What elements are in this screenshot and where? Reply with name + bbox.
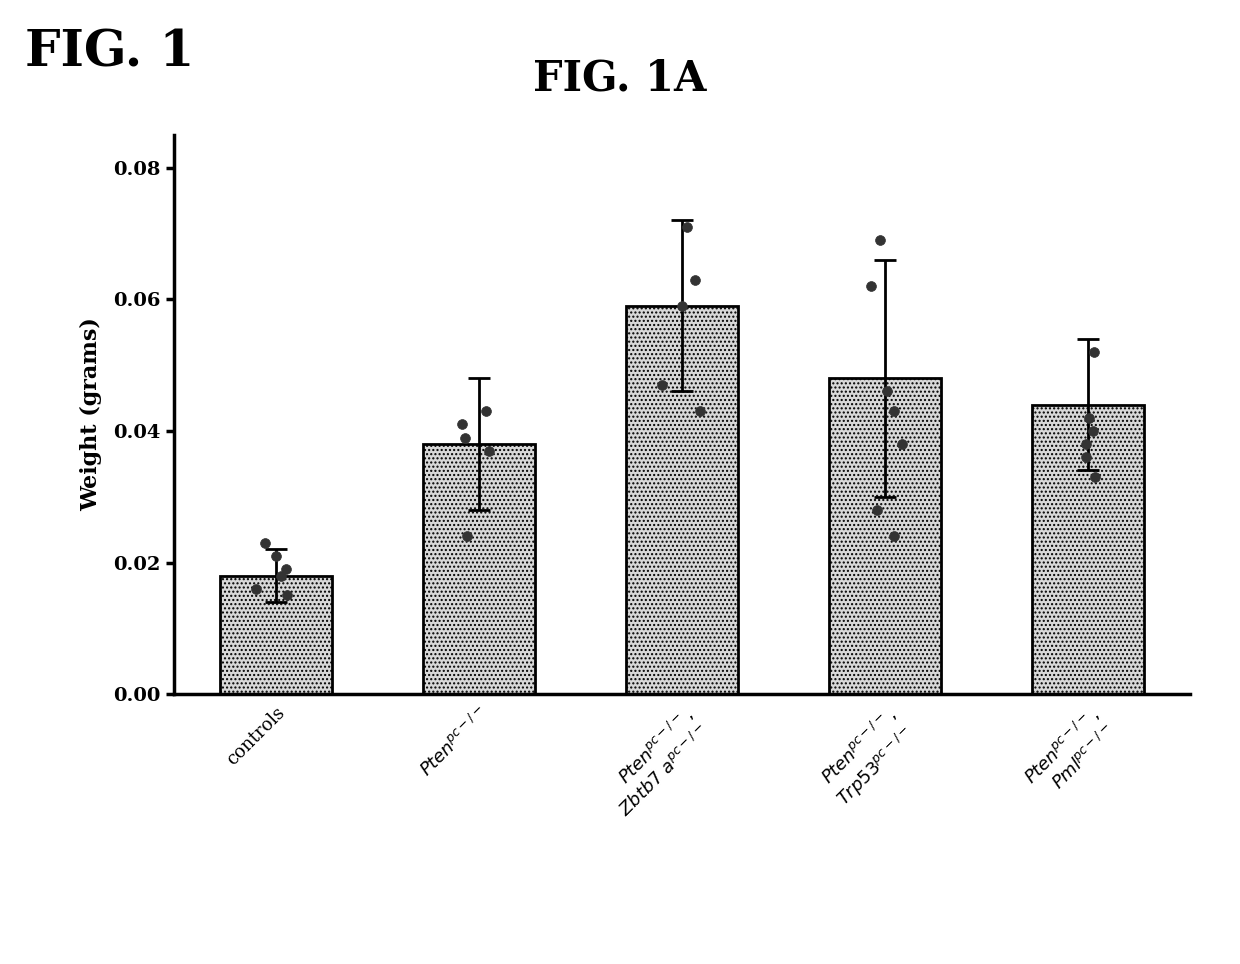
Point bbox=[272, 568, 291, 583]
Bar bbox=[219, 576, 331, 694]
Text: FIG. 1A: FIG. 1A bbox=[533, 58, 707, 100]
Point bbox=[1085, 344, 1105, 360]
Point bbox=[455, 430, 475, 445]
Point bbox=[254, 535, 274, 550]
Point bbox=[652, 377, 672, 392]
Point bbox=[893, 437, 913, 452]
Point bbox=[265, 549, 285, 564]
Point bbox=[677, 220, 697, 235]
Point bbox=[1079, 410, 1099, 425]
Point bbox=[877, 384, 897, 399]
Point bbox=[456, 528, 476, 544]
Point bbox=[884, 404, 904, 419]
Point bbox=[684, 272, 704, 287]
Y-axis label: Weight (grams): Weight (grams) bbox=[79, 317, 102, 512]
Point bbox=[453, 416, 472, 432]
Bar bbox=[626, 306, 738, 694]
Point bbox=[672, 298, 692, 313]
Point bbox=[861, 279, 880, 294]
Point bbox=[476, 404, 496, 419]
Point bbox=[480, 443, 500, 459]
Point bbox=[1085, 469, 1105, 485]
Text: FIG. 1: FIG. 1 bbox=[25, 29, 195, 78]
Point bbox=[691, 404, 711, 419]
Point bbox=[1076, 437, 1096, 452]
Point bbox=[277, 588, 296, 603]
Point bbox=[1084, 423, 1104, 439]
Point bbox=[870, 232, 890, 248]
Point bbox=[1076, 449, 1096, 465]
Point bbox=[884, 528, 904, 544]
Point bbox=[275, 561, 295, 576]
Bar bbox=[1033, 405, 1145, 694]
Point bbox=[247, 581, 267, 597]
Bar bbox=[830, 378, 941, 694]
Point bbox=[867, 502, 887, 518]
Bar bbox=[423, 444, 534, 694]
